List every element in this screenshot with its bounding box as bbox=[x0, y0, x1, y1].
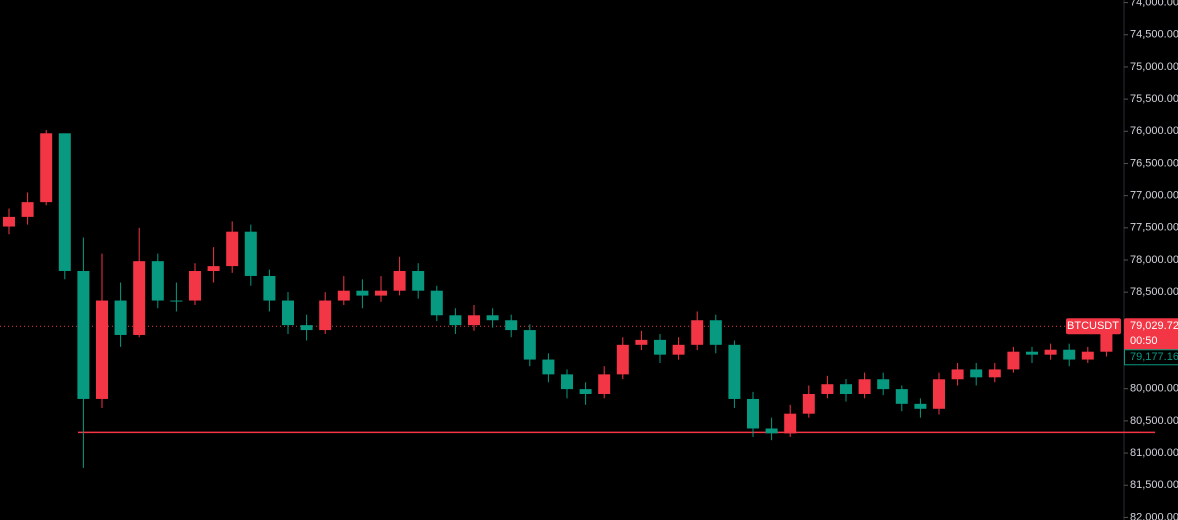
candle-body bbox=[356, 290, 369, 296]
candle-body bbox=[561, 374, 573, 390]
candle-body bbox=[337, 290, 350, 301]
last-price-tag bbox=[1124, 318, 1178, 351]
candle-body bbox=[21, 202, 34, 217]
candle-body bbox=[1063, 349, 1076, 360]
candle-body bbox=[226, 231, 239, 267]
y-tick-label: 77,500.00 bbox=[1130, 222, 1178, 234]
candle-body bbox=[672, 344, 685, 355]
candle-body bbox=[486, 315, 499, 321]
other-price-tag bbox=[1124, 349, 1178, 366]
candle-body bbox=[263, 275, 276, 301]
candle-body bbox=[375, 290, 387, 296]
candle-body bbox=[58, 133, 71, 272]
candle-body bbox=[207, 266, 220, 272]
candle-body bbox=[133, 261, 146, 335]
candle-body bbox=[3, 216, 15, 227]
candle-body bbox=[970, 369, 983, 378]
y-tick-label: 74,000.00 bbox=[1130, 0, 1178, 8]
y-tick-label: 77,000.00 bbox=[1130, 190, 1178, 202]
symbol-label: BTCUSDT bbox=[1067, 320, 1119, 332]
candle-body bbox=[449, 315, 462, 326]
y-tick-label: 74,500.00 bbox=[1130, 29, 1178, 41]
countdown-label: 00:50 bbox=[1130, 335, 1158, 347]
candle-body bbox=[189, 271, 201, 301]
candle-body bbox=[1026, 351, 1038, 355]
candle-body bbox=[635, 339, 648, 345]
candle-body bbox=[691, 320, 704, 345]
candle-body bbox=[96, 300, 108, 399]
candle-body bbox=[802, 393, 815, 414]
y-tick-label: 78,000.00 bbox=[1130, 254, 1178, 266]
candle-body bbox=[914, 403, 927, 409]
candle-body bbox=[1007, 351, 1020, 370]
y-tick-label: 75,000.00 bbox=[1130, 61, 1178, 73]
candle-body bbox=[430, 290, 443, 316]
symbol-tag bbox=[1066, 318, 1121, 335]
candle-body bbox=[747, 398, 759, 429]
y-tick-label: 80,500.00 bbox=[1130, 415, 1178, 427]
y-tick-label: 81,500.00 bbox=[1130, 479, 1178, 491]
y-tick-label: 80,000.00 bbox=[1130, 383, 1178, 395]
candle-body bbox=[877, 379, 890, 390]
candle-body bbox=[784, 413, 797, 434]
candle-body bbox=[523, 330, 536, 360]
y-tick-label: 75,500.00 bbox=[1130, 93, 1178, 105]
candle-body bbox=[300, 325, 313, 331]
y-tick-label: 78,500.00 bbox=[1130, 286, 1178, 298]
y-tick-label: 76,500.00 bbox=[1130, 157, 1178, 169]
last-price-label: 79,029.72 bbox=[1130, 320, 1178, 332]
candle-body bbox=[951, 369, 964, 380]
candle-body bbox=[933, 379, 945, 409]
candle-body bbox=[616, 344, 629, 375]
candle-body bbox=[319, 300, 332, 331]
candle-body bbox=[77, 271, 90, 399]
candle-body bbox=[542, 359, 555, 375]
candle-body bbox=[579, 389, 592, 394]
candle-body bbox=[895, 389, 908, 404]
candle-body bbox=[1081, 351, 1094, 360]
candle-body bbox=[654, 339, 666, 355]
candle-body bbox=[40, 133, 53, 203]
candle-body bbox=[728, 344, 741, 399]
candle-body bbox=[505, 320, 518, 331]
candle-body bbox=[412, 271, 425, 291]
y-tick-label: 76,000.00 bbox=[1130, 125, 1178, 137]
candle-body bbox=[858, 379, 871, 394]
candle-body bbox=[598, 374, 611, 394]
candle-body bbox=[821, 384, 834, 394]
candle-body bbox=[393, 271, 406, 291]
candle-body bbox=[151, 261, 164, 301]
candle-body bbox=[468, 315, 480, 326]
other-price-label: 79,177.16 bbox=[1130, 351, 1178, 363]
candle-body bbox=[840, 384, 852, 394]
candle-body bbox=[988, 369, 1001, 378]
candle-body bbox=[282, 300, 294, 326]
candle-body bbox=[170, 300, 183, 302]
candle-body bbox=[244, 231, 257, 276]
candle-body bbox=[114, 300, 127, 335]
candle-body bbox=[709, 320, 722, 345]
y-tick-label: 81,000.00 bbox=[1130, 447, 1178, 459]
candle-body bbox=[765, 428, 778, 434]
y-tick-label: 82,000.00 bbox=[1130, 511, 1178, 520]
candle-body bbox=[1044, 349, 1057, 355]
